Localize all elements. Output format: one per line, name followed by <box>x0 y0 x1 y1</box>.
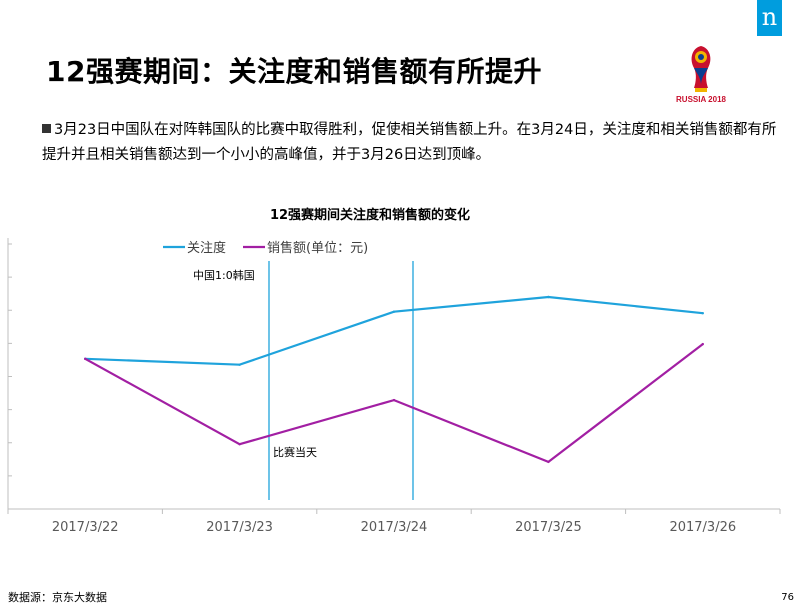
x-tick-label: 2017/3/25 <box>515 520 582 535</box>
series-line-attention <box>85 295 703 366</box>
summary-body: 3月23日中国队在对阵韩国队的比赛中取得胜利，促使相关销售额上升。在3月24日，… <box>42 122 777 163</box>
chart-annotation: 中国1:0韩国 <box>193 268 255 282</box>
x-tick-label: 2017/3/23 <box>206 520 273 535</box>
point-attention <box>701 311 704 315</box>
brand-logo: n <box>757 0 782 36</box>
chart-title: 12强赛期间关注度和销售额的变化 <box>270 207 470 223</box>
x-tick-label: 2017/3/26 <box>669 520 736 535</box>
x-tick-label: 2017/3/24 <box>361 520 428 535</box>
line-chart: 12强赛期间关注度和销售额的变化 2017/3/22 2017/3/23 2017/3… <box>7 207 781 535</box>
point-attention <box>392 310 396 313</box>
summary-text: 3月23日中国队在对阵韩国队的比赛中取得胜利，促使相关销售额上升。在3月24日，… <box>42 118 787 168</box>
point-sales <box>701 342 704 346</box>
point-sales <box>547 460 550 464</box>
point-sales <box>238 443 241 446</box>
point-sales <box>392 398 396 402</box>
legend-label: 关注度 <box>187 240 226 256</box>
page-number: 76 <box>781 592 794 603</box>
world-cup-logo: RUSSIA 2018 <box>676 46 727 104</box>
svg-text:RUSSIA 2018: RUSSIA 2018 <box>676 95 727 104</box>
chart-annotation: 比赛当天 <box>273 445 317 459</box>
point-attention <box>238 363 241 366</box>
x-tick-label: 2017/3/22 <box>52 520 119 535</box>
legend-label: 销售额(单位：元) <box>267 240 368 256</box>
point-attention <box>547 295 550 299</box>
bullet-icon <box>42 124 51 133</box>
page-title: 12强赛期间：关注度和销售额有所提升 <box>46 55 542 88</box>
point-sales <box>84 357 87 361</box>
data-source: 数据源：京东大数据 <box>8 591 107 604</box>
trophy-icon <box>691 46 711 92</box>
